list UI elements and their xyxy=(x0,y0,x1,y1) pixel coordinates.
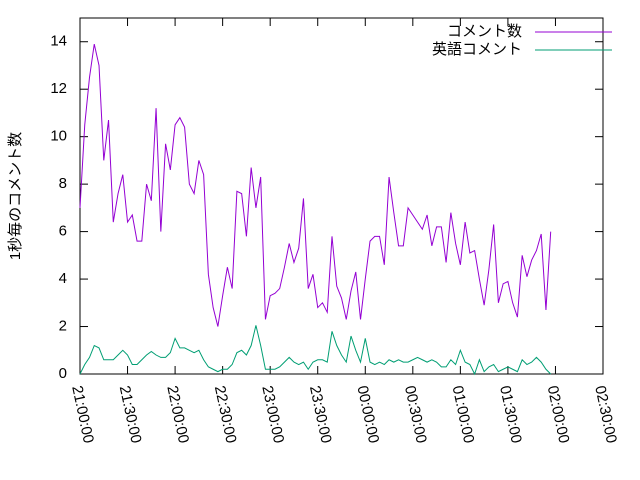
legend-label: 英語コメント xyxy=(432,40,522,58)
x-tick-label: 00:30:00 xyxy=(401,384,430,445)
y-tick-label: 2 xyxy=(59,318,67,335)
x-tick-label: 22:00:00 xyxy=(163,384,192,445)
x-tick-label: 00:00:00 xyxy=(353,384,382,445)
x-tick-label: 23:00:00 xyxy=(258,384,287,445)
x-tick-label: 21:30:00 xyxy=(116,384,145,445)
plot-border xyxy=(79,17,604,375)
x-tick-label: 21:00:00 xyxy=(68,384,97,445)
y-tick-label: 0 xyxy=(59,365,67,382)
series-line xyxy=(79,44,552,327)
y-tick-label: 14 xyxy=(50,33,67,50)
x-tick-label: 02:30:00 xyxy=(591,384,620,445)
y-tick-label: 10 xyxy=(50,128,67,145)
x-tick-label: 22:30:00 xyxy=(211,384,240,445)
y-tick-label: 8 xyxy=(59,175,67,192)
series-line xyxy=(79,325,552,376)
x-tick-label: 01:30:00 xyxy=(496,384,525,445)
y-tick-label: 12 xyxy=(50,80,67,97)
y-axis-label: 1秒毎のコメント数 xyxy=(7,132,24,260)
x-tick-label: 02:00:00 xyxy=(544,384,573,445)
y-tick-label: 4 xyxy=(59,270,67,287)
x-tick-label: 01:00:00 xyxy=(449,384,478,445)
legend-label: コメント数 xyxy=(447,23,522,40)
y-tick-label: 6 xyxy=(59,223,67,240)
x-tick-label: 23:30:00 xyxy=(306,384,335,445)
